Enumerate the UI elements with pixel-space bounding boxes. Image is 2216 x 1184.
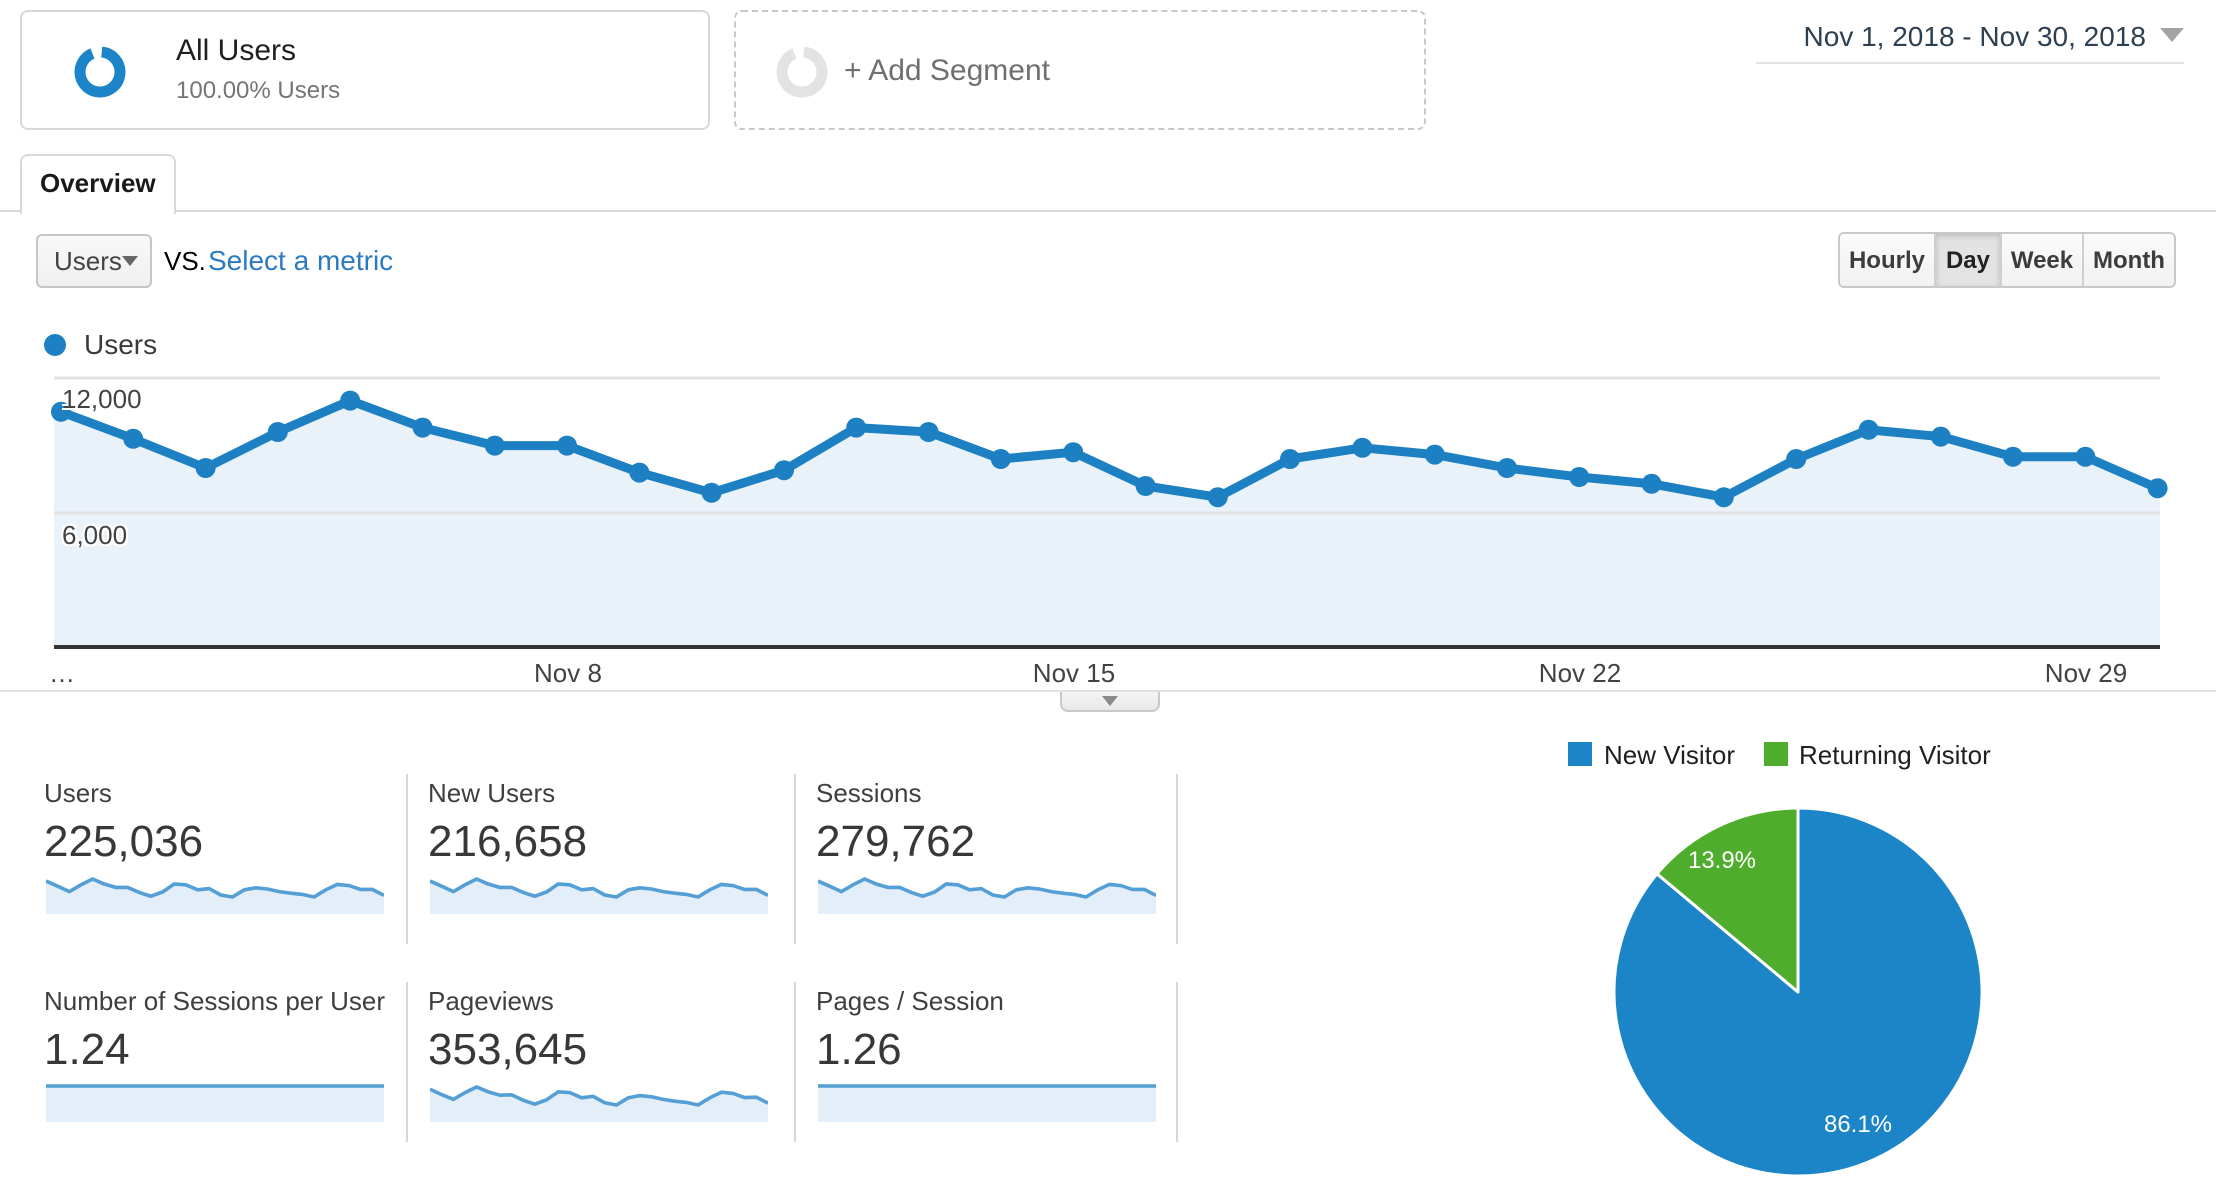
pie-returning-percentage: 13.9% bbox=[1687, 846, 1757, 874]
y-axis-tick-12000: 12,000 bbox=[62, 384, 142, 414]
metric-divider bbox=[406, 982, 408, 1142]
metric-sparkline bbox=[818, 1080, 1156, 1122]
x-axis-tick-ellipsis: … bbox=[49, 658, 75, 688]
pie-new-percentage: 86.1% bbox=[1823, 1110, 1893, 1138]
chart-drawer-handle[interactable] bbox=[1060, 692, 1160, 712]
metric-value: 225,036 bbox=[44, 816, 204, 866]
granularity-month-button[interactable]: Month bbox=[2082, 234, 2174, 286]
line-chart-legend: Users bbox=[44, 328, 158, 360]
new-visitor-label: New Visitor bbox=[1604, 739, 1736, 769]
metric-label: Number of Sessions per User bbox=[44, 986, 386, 1016]
metric-label: Users bbox=[44, 778, 112, 808]
add-segment-donut-icon bbox=[776, 46, 828, 98]
metric-sparkline bbox=[429, 1080, 769, 1122]
add-segment-label: + Add Segment bbox=[844, 54, 1050, 88]
metric-divider bbox=[794, 982, 796, 1142]
metric-card-pageviews[interactable]: Pageviews 353,645 bbox=[428, 982, 772, 1152]
metric-sparkline bbox=[429, 872, 769, 914]
metric-card-pages-per-session[interactable]: Pages / Session 1.26 bbox=[816, 982, 1160, 1152]
users-series-label: Users bbox=[84, 328, 158, 360]
new-visitor-swatch-icon bbox=[1568, 742, 1592, 766]
vs-label: vs. bbox=[164, 246, 206, 276]
metric-value: 1.24 bbox=[44, 1024, 130, 1074]
metric-value: 1.26 bbox=[816, 1024, 902, 1074]
metric-sparkline bbox=[46, 1080, 384, 1122]
chart-bottom-divider bbox=[0, 690, 2216, 692]
metric-divider bbox=[794, 774, 796, 944]
metric-value: 216,658 bbox=[428, 816, 588, 866]
segment-donut-icon bbox=[74, 46, 126, 98]
metric-card-sessions-per-user[interactable]: Number of Sessions per User 1.24 bbox=[44, 982, 388, 1152]
x-axis-tick-nov22: Nov 22 bbox=[1538, 658, 1622, 688]
metric-value: 353,645 bbox=[428, 1024, 588, 1074]
metric-divider bbox=[1176, 982, 1178, 1142]
users-line-chart bbox=[51, 376, 2168, 652]
tab-divider bbox=[0, 210, 2216, 212]
segment-all-users[interactable]: All Users 100.00% Users bbox=[20, 10, 710, 130]
users-series-dot-icon bbox=[44, 333, 66, 355]
segment-title: All Users bbox=[176, 34, 297, 68]
chevron-down-icon bbox=[2160, 28, 2184, 42]
y-axis-tick-6000: 6,000 bbox=[62, 520, 128, 550]
metric-label: New Users bbox=[428, 778, 556, 808]
metric-selector-value: Users bbox=[54, 246, 122, 276]
metric-divider bbox=[406, 774, 408, 944]
granularity-week-button[interactable]: Week bbox=[2000, 234, 2082, 286]
chevron-down-icon bbox=[1102, 696, 1118, 706]
metric-label: Pageviews bbox=[428, 986, 554, 1016]
metric-card-new-users[interactable]: New Users 216,658 bbox=[428, 774, 772, 944]
returning-visitor-label: Returning Visitor bbox=[1799, 739, 1991, 769]
visitor-type-pie-chart bbox=[1612, 806, 1984, 1178]
pie-legend: New Visitor Returning Visitor bbox=[1568, 739, 2019, 769]
metric-sparkline bbox=[817, 872, 1157, 914]
granularity-hourly-button[interactable]: Hourly bbox=[1840, 234, 1934, 286]
x-axis-tick-nov15: Nov 15 bbox=[1032, 658, 1116, 688]
x-axis-tick-nov29: Nov 29 bbox=[2044, 658, 2128, 688]
metric-divider bbox=[1176, 774, 1178, 944]
metric-sparkline bbox=[45, 872, 385, 914]
date-range-text: Nov 1, 2018 - Nov 30, 2018 bbox=[1803, 19, 2146, 51]
segment-subtitle: 100.00% Users bbox=[176, 76, 341, 104]
returning-visitor-swatch-icon bbox=[1763, 742, 1788, 766]
select-a-metric-link[interactable]: Select a metric bbox=[208, 244, 394, 276]
date-range-picker[interactable]: Nov 1, 2018 - Nov 30, 2018 bbox=[1756, 8, 2184, 64]
granularity-day-button[interactable]: Day bbox=[1934, 234, 2000, 286]
metric-selector-dropdown[interactable]: Users bbox=[36, 234, 152, 288]
add-segment-button[interactable]: + Add Segment bbox=[734, 10, 1426, 130]
metric-card-sessions[interactable]: Sessions 279,762 bbox=[816, 774, 1160, 944]
x-axis-tick-nov8: Nov 8 bbox=[534, 658, 602, 688]
tab-overview[interactable]: Overview bbox=[20, 154, 176, 214]
metric-label: Sessions bbox=[816, 778, 922, 808]
metric-label: Pages / Session bbox=[816, 986, 1004, 1016]
metric-value: 279,762 bbox=[816, 816, 976, 866]
metric-card-users[interactable]: Users 225,036 bbox=[44, 774, 388, 944]
chevron-down-icon bbox=[121, 256, 138, 266]
granularity-button-group: Hourly Day Week Month bbox=[1838, 232, 2176, 288]
